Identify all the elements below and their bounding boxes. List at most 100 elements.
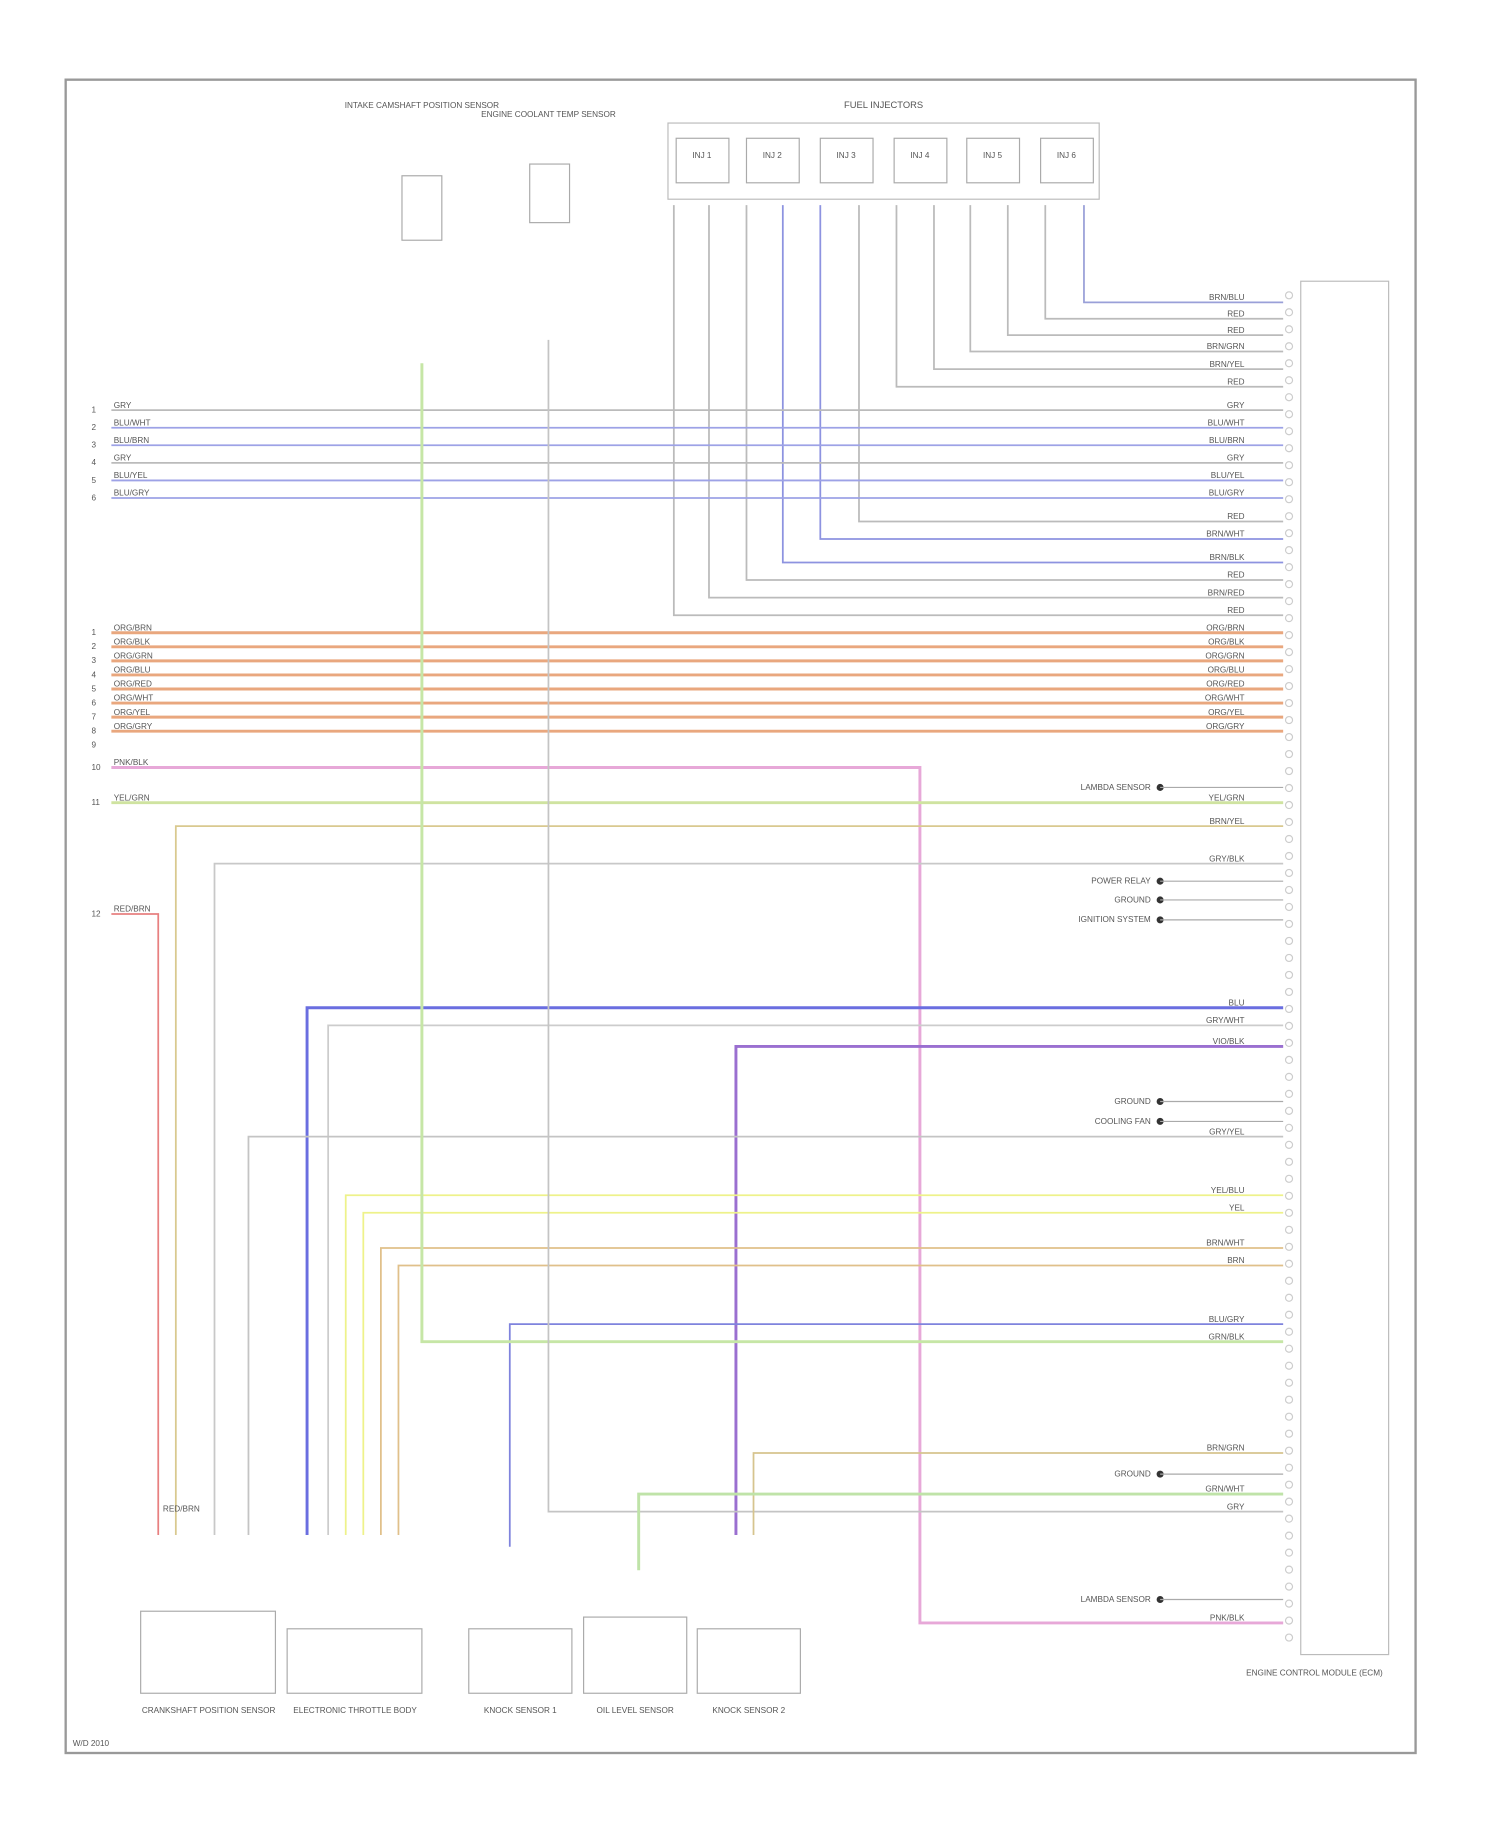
wire (1006, 205, 1284, 337)
wire (752, 1452, 1284, 1536)
frame (64, 78, 1417, 1755)
ecm-pin (1284, 936, 1294, 946)
injector-name: INJ 1 (692, 151, 712, 160)
ecm-pin (1284, 393, 1294, 402)
ecm-pin (1284, 580, 1294, 589)
ecm-pin (1284, 1276, 1294, 1285)
wire (672, 205, 1284, 617)
ecm-pin (1284, 1531, 1294, 1540)
wire (708, 205, 1284, 599)
wire-label: RED/BRN (114, 905, 151, 914)
wire-label: GRY/YEL (1209, 1127, 1245, 1136)
ecm-pin (1284, 410, 1294, 419)
wire (111, 913, 160, 1536)
ecm-pin (1284, 1225, 1294, 1234)
wire-label: ORG/BLK (114, 637, 151, 646)
wire (380, 1247, 1284, 1536)
wire (247, 1135, 1284, 1536)
ecm-pin (1284, 308, 1294, 317)
injector-name: INJ 6 (1057, 151, 1077, 160)
component-label: KNOCK SENSOR 2 (712, 1706, 785, 1715)
wire-label: GRY (1227, 454, 1245, 463)
pin-number: 11 (91, 798, 100, 807)
ecm-pin (1284, 563, 1294, 572)
ecm-pin (1284, 1361, 1294, 1370)
ecm-pin (1284, 1599, 1294, 1608)
ecm-pin (1284, 715, 1294, 725)
sensor-b-label: ENGINE COOLANT TEMP SENSOR (481, 110, 616, 119)
pin-number: 7 (91, 712, 96, 721)
pin-number: 3 (91, 441, 96, 450)
wire-label: ORG/WHT (114, 694, 154, 703)
pin-number: 3 (91, 656, 96, 665)
wire-label: RED/BRN (163, 1505, 200, 1514)
component-box (696, 1628, 801, 1694)
ecm-pin (1284, 597, 1294, 606)
injector (893, 137, 948, 184)
component-label: ELECTRONIC THROTTLE BODY (293, 1706, 417, 1715)
ecm-pin (1284, 749, 1294, 759)
wire-label: BRN/GRN (1207, 1444, 1245, 1453)
ecm-pin (1284, 1259, 1294, 1268)
wire-label: RED (1227, 377, 1244, 386)
ecm-pin (1284, 444, 1294, 453)
ecm-pin (1284, 851, 1294, 861)
pin-number: 5 (91, 684, 96, 693)
wire (895, 205, 1284, 388)
ecm-pin (1284, 529, 1294, 538)
component-box (140, 1610, 277, 1694)
wire-label: RED (1227, 606, 1244, 615)
wire-label: VIO/BLK (1213, 1037, 1245, 1046)
wire (213, 862, 1284, 1536)
pin-number: 1 (91, 405, 96, 414)
ecm-pin (1284, 1310, 1294, 1319)
wire-label: PNK/BLK (1210, 1614, 1245, 1623)
wire-label: BLU/GRY (114, 489, 150, 498)
ecm-pin (1284, 325, 1294, 334)
ecm-pin (1284, 478, 1294, 487)
ecm-pin (1284, 817, 1294, 827)
wire-label: GRY/BLK (1209, 854, 1245, 863)
pin-number: 9 (91, 741, 96, 750)
wire-label: RED (1227, 326, 1244, 335)
ecm-pin (1284, 495, 1294, 504)
ecm-pin (1284, 1055, 1294, 1064)
ecm-pin (1284, 1429, 1294, 1438)
wire-label: ORG/BLK (1208, 637, 1245, 646)
wire (1083, 205, 1284, 304)
ecm-pin (1284, 1106, 1294, 1115)
wire (420, 363, 1284, 1344)
ref-label: POWER RELAY (1091, 877, 1151, 886)
wire-label: ORG/BRN (1206, 623, 1244, 632)
ecm-pin (1284, 1174, 1294, 1183)
wire (1044, 205, 1284, 320)
ref-label: LAMBDA SENSOR (1081, 783, 1151, 792)
ecm-pin (1284, 1395, 1294, 1404)
ref-label: GROUND (1114, 1097, 1150, 1106)
ecm-pin (1284, 1633, 1294, 1642)
wire-label: ORG/BRN (114, 623, 152, 632)
ref-label: GROUND (1114, 895, 1150, 904)
ecm-pin (1284, 427, 1294, 436)
sensor-b-box (529, 163, 571, 224)
component-box (583, 1616, 688, 1694)
injector (675, 137, 730, 184)
footnote: W/D 2010 (73, 1739, 110, 1748)
wire-label: ORG/BLU (114, 666, 151, 675)
wire-label: BRN/WHT (1206, 530, 1244, 539)
wire-label: BLU/YEL (1211, 471, 1245, 480)
wire (174, 825, 1284, 1536)
ecm-pin (1284, 1378, 1294, 1387)
ecm-pin (1284, 1565, 1294, 1574)
wire (547, 339, 1284, 1513)
wire-label: ORG/RED (114, 680, 152, 689)
wire-label: ORG/GRN (1205, 652, 1244, 661)
ecm-pin (1284, 1123, 1294, 1132)
ecm-pin (1284, 1140, 1294, 1149)
ecm-pin (1284, 376, 1294, 385)
wire-label: ORG/WHT (1205, 694, 1245, 703)
ecm-pin (1284, 1480, 1294, 1489)
ecm-pin (1284, 885, 1294, 895)
injectors-label: FUEL INJECTORS (844, 100, 923, 110)
wire-label: RED (1227, 309, 1244, 318)
